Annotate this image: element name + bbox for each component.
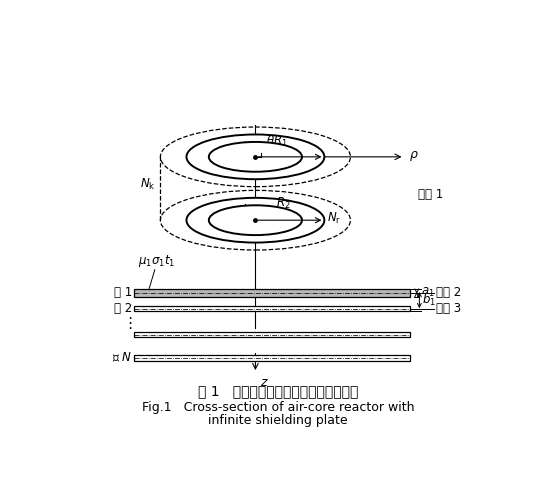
Text: 层 1: 层 1 <box>114 287 132 300</box>
Text: $b_1$: $b_1$ <box>422 292 436 308</box>
Text: 区域 1: 区域 1 <box>417 188 443 200</box>
Ellipse shape <box>186 135 324 179</box>
Text: $N_{\rm r}$: $N_{\rm r}$ <box>327 211 341 226</box>
Text: 层 $N$: 层 $N$ <box>112 351 132 365</box>
Text: $\theta R_1$: $\theta R_1$ <box>266 134 288 150</box>
Bar <box>134 355 410 361</box>
Bar <box>134 289 410 297</box>
Text: $\vdots$: $\vdots$ <box>122 316 132 332</box>
Text: 区域 3: 区域 3 <box>436 302 461 315</box>
Bar <box>134 306 410 311</box>
Text: 层 2: 层 2 <box>114 302 132 315</box>
Text: $I_n$: $I_n$ <box>242 203 253 218</box>
Text: $R_2$: $R_2$ <box>276 196 291 211</box>
Text: Fig.1   Cross-section of air-core reactor with: Fig.1 Cross-section of air-core reactor … <box>141 401 414 414</box>
Ellipse shape <box>209 205 302 235</box>
Ellipse shape <box>186 198 324 242</box>
Text: $z$: $z$ <box>260 376 269 389</box>
Text: $a_1$: $a_1$ <box>421 287 435 300</box>
Text: $I_n$: $I_n$ <box>242 140 253 155</box>
Text: 区域 2: 区域 2 <box>436 287 461 300</box>
Text: infinite shielding plate: infinite shielding plate <box>208 414 347 427</box>
Text: $\rho$: $\rho$ <box>409 149 419 163</box>
Ellipse shape <box>209 142 302 172</box>
Text: $\mu_1\sigma_1t_1$: $\mu_1\sigma_1t_1$ <box>138 253 176 269</box>
Text: $N_{\rm k}$: $N_{\rm k}$ <box>140 177 156 192</box>
Bar <box>134 332 410 337</box>
Text: 图 1   空心电抗器及其屏蔽体的侧面视图: 图 1 空心电抗器及其屏蔽体的侧面视图 <box>198 385 358 399</box>
